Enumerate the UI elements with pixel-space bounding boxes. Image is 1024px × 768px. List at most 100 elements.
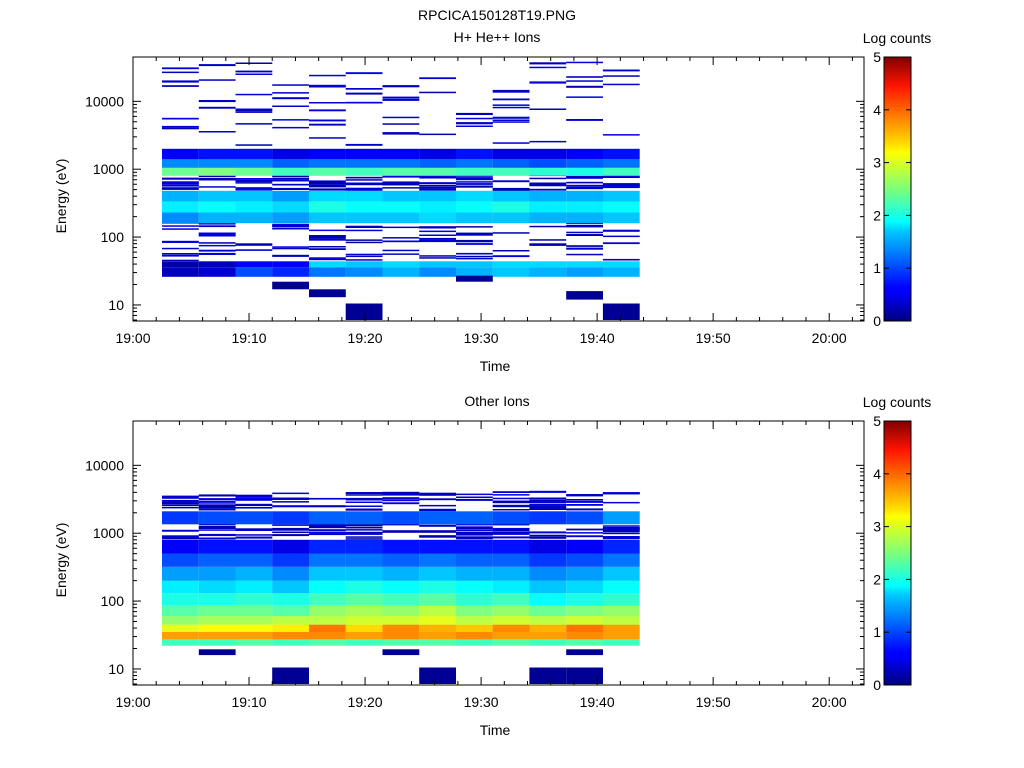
spectrogram-cell — [566, 539, 603, 554]
sparse-cell — [566, 245, 603, 247]
sparse-cell — [566, 76, 603, 78]
spectrogram-cell — [162, 639, 199, 646]
spectrogram-cell — [382, 616, 420, 625]
sparse-cell — [235, 123, 273, 125]
spectrogram-cell — [419, 553, 456, 567]
sparse-cell — [272, 247, 309, 250]
sparse-cell — [566, 499, 603, 501]
x-tick-label: 19:20 — [348, 330, 383, 346]
spectrogram-cell — [492, 624, 530, 632]
sparse-cell — [419, 133, 456, 136]
spectrogram-cell — [382, 649, 420, 656]
spectrogram-cell — [345, 212, 383, 224]
sparse-cell — [198, 131, 236, 133]
sparse-cell — [162, 499, 199, 502]
sparse-cell — [309, 137, 346, 139]
x-tick-label: 19:50 — [696, 694, 731, 710]
spectrogram-cell — [382, 201, 420, 213]
spectrogram-cell — [198, 553, 236, 567]
spectrogram-cell — [198, 624, 236, 632]
sparse-cell — [456, 496, 493, 498]
sparse-cell — [529, 243, 567, 246]
colorbar-label: Log counts — [863, 394, 932, 410]
sparse-cell — [235, 111, 273, 113]
spectrogram-cell — [382, 566, 420, 581]
sparse-cell — [162, 536, 199, 538]
spectrogram-cell — [566, 667, 603, 684]
sparse-cell — [492, 119, 530, 121]
spectrogram-cell — [235, 593, 273, 606]
sparse-cell — [309, 235, 346, 237]
sparse-cell — [419, 226, 456, 228]
spectrogram-cell — [419, 624, 456, 632]
sparse-cell — [456, 226, 493, 228]
spectrogram-cell — [602, 159, 640, 168]
spectrogram-cell — [235, 212, 273, 224]
spectrogram-cell — [602, 267, 640, 277]
sparse-cell — [492, 104, 530, 106]
colorbar-tick-label: 2 — [873, 207, 881, 223]
sparse-cell — [198, 500, 236, 503]
spectrogram-cell — [566, 639, 603, 646]
sparse-cell — [492, 116, 530, 119]
sparse-cell — [198, 232, 236, 235]
spectrogram-cell — [235, 566, 273, 581]
spectrogram-cell — [602, 593, 640, 606]
spectrogram-cell — [602, 167, 640, 176]
spectrogram-cell — [382, 593, 420, 606]
spectrogram-cell — [492, 511, 530, 525]
sparse-cell — [235, 93, 273, 96]
spectrogram-cell — [419, 667, 456, 684]
sparse-cell — [419, 91, 456, 94]
spectrogram-cell — [566, 291, 603, 300]
sparse-cell — [235, 179, 273, 182]
spectrogram-cell — [529, 553, 567, 567]
sparse-cell — [419, 255, 456, 257]
sparse-cell — [529, 182, 567, 185]
sparse-cell — [235, 70, 273, 73]
spectrogram-cell — [309, 159, 346, 168]
sparse-cell — [309, 119, 346, 122]
sparse-cell — [456, 183, 493, 185]
sparse-cell — [492, 527, 530, 530]
sparse-cell — [162, 117, 199, 120]
sparse-cell — [345, 144, 383, 146]
sparse-cell — [198, 508, 236, 511]
sparse-cell — [198, 505, 236, 507]
spectrogram-cell — [419, 167, 456, 176]
sparse-cell — [309, 185, 346, 188]
sparse-cell — [456, 532, 493, 534]
spectrogram-cell — [162, 159, 199, 168]
sparse-cell — [272, 84, 309, 86]
sparse-cell — [492, 529, 530, 531]
sparse-cell — [162, 496, 199, 499]
spectrogram-cell — [566, 566, 603, 581]
sparse-cell — [492, 501, 530, 504]
sparse-cell — [162, 501, 199, 504]
sparse-cell — [602, 501, 640, 504]
spectrogram-cell — [492, 580, 530, 594]
sparse-cell — [162, 502, 199, 505]
spectrogram-cell — [566, 201, 603, 213]
spectrogram-cell — [345, 261, 383, 268]
sparse-cell — [602, 527, 640, 529]
spectrogram-cell — [492, 639, 530, 646]
spectrogram-cell — [198, 539, 236, 554]
sparse-cell — [309, 184, 346, 187]
sparse-cell — [529, 497, 567, 500]
sparse-cell — [309, 84, 346, 87]
sparse-cell — [272, 527, 309, 530]
spectrogram-cell — [345, 159, 383, 168]
spectrogram-cell — [456, 159, 493, 168]
spectrogram-cell — [235, 267, 273, 277]
sparse-cell — [456, 533, 493, 536]
spectrogram-cell — [492, 605, 530, 617]
spectrogram-cell — [198, 190, 236, 202]
spectrogram-cell — [456, 190, 493, 202]
y-axis-label: Energy (eV) — [53, 523, 69, 598]
spectrogram-cell — [602, 190, 640, 202]
sparse-cell — [602, 183, 640, 185]
spectrogram-cell — [309, 624, 346, 632]
sparse-cell — [162, 71, 199, 74]
colorbar — [883, 56, 912, 322]
